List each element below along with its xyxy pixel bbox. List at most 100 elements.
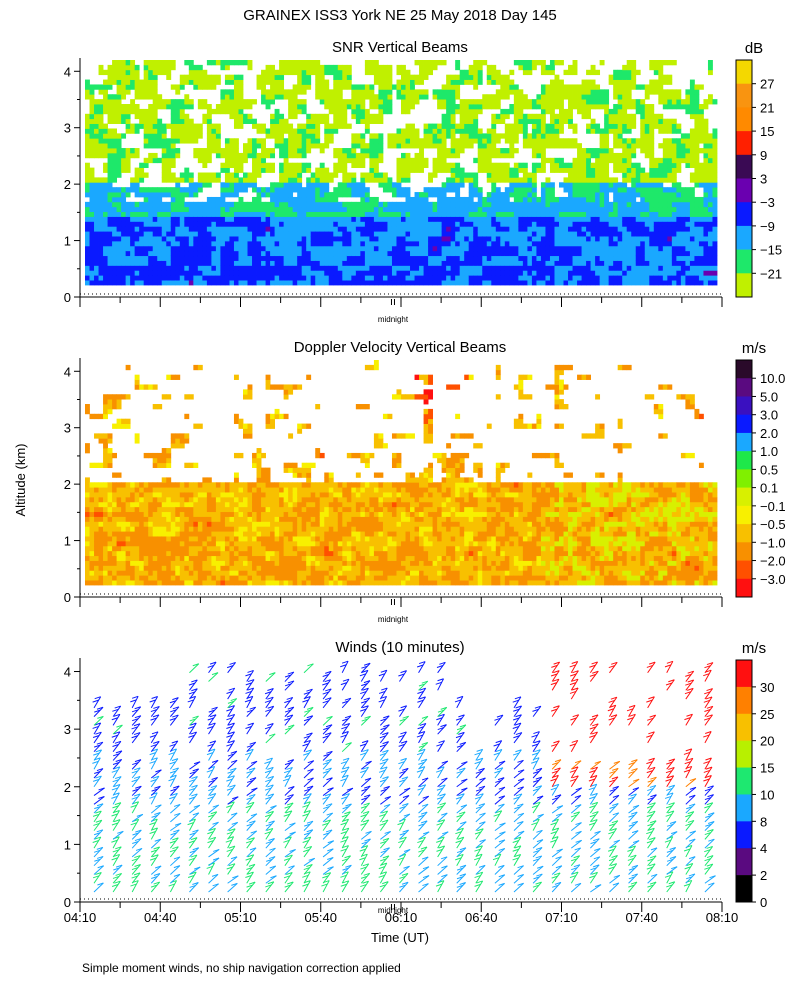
snr-cell xyxy=(608,182,614,188)
snr-cell xyxy=(545,187,551,193)
snr-cell xyxy=(396,260,402,266)
snr-cell xyxy=(658,167,664,173)
snr-cell xyxy=(640,187,646,193)
snr-cell xyxy=(613,196,619,203)
snr-cell xyxy=(193,148,199,154)
snr-cell xyxy=(337,123,343,129)
snr-cell xyxy=(85,94,90,100)
snr-cell xyxy=(256,280,262,286)
snr-cell xyxy=(211,108,217,115)
snr-cell xyxy=(130,206,136,213)
snr-cell xyxy=(464,240,470,247)
snr-cell xyxy=(631,113,637,120)
snr-cell xyxy=(685,187,691,193)
snr-cell xyxy=(270,275,275,281)
snr-cell xyxy=(568,236,573,242)
snr-cell xyxy=(143,74,149,80)
snr-cell xyxy=(540,280,546,286)
snr-cell xyxy=(224,206,230,213)
snr-cell xyxy=(401,201,406,208)
snr-cell xyxy=(288,138,294,144)
snr-cell xyxy=(157,64,163,71)
snr-cell xyxy=(658,64,664,71)
snr-cell xyxy=(188,123,194,129)
snr-cell xyxy=(283,123,289,129)
snr-cell xyxy=(116,118,122,124)
snr-cell xyxy=(197,79,203,85)
snr-cell xyxy=(373,167,379,173)
snr-cell xyxy=(373,104,379,110)
snr-cell xyxy=(175,128,181,134)
snr-cell xyxy=(355,206,361,213)
snr-cell xyxy=(423,240,429,247)
snr-cell xyxy=(640,245,646,252)
snr-cell xyxy=(378,133,384,139)
snr-cell xyxy=(297,69,303,76)
snr-cell xyxy=(640,118,646,124)
snr-cell xyxy=(680,152,686,159)
snr-cell xyxy=(595,182,601,188)
snr-cell xyxy=(274,201,280,208)
snr-cell xyxy=(324,167,330,173)
snr-cell xyxy=(265,152,271,159)
snr-cell xyxy=(464,177,470,183)
snr-cell xyxy=(94,255,99,261)
snr-cell xyxy=(116,74,122,80)
snr-cell xyxy=(635,192,641,198)
snr-cell xyxy=(649,240,655,247)
snr-cell xyxy=(202,221,208,227)
snr-cell xyxy=(698,265,704,271)
snr-cell xyxy=(85,265,90,271)
snr-cell xyxy=(125,167,131,173)
snr-cell xyxy=(297,211,303,217)
snr-cell xyxy=(328,265,334,271)
snr-cell xyxy=(346,260,352,266)
snr-cell xyxy=(261,167,266,173)
snr-cell xyxy=(139,245,145,252)
snr-cell xyxy=(653,260,659,266)
snr-cell xyxy=(410,211,415,217)
snr-cell xyxy=(554,236,560,242)
snr-cell xyxy=(233,138,239,144)
snr-cell xyxy=(342,280,348,286)
snr-cell xyxy=(139,187,145,193)
snr-cell xyxy=(586,104,591,110)
snr-cell xyxy=(590,162,596,169)
snr-cell xyxy=(604,152,610,159)
snr-cell xyxy=(360,226,366,232)
snr-cell xyxy=(179,196,185,203)
snr-cell xyxy=(527,206,533,213)
snr-cell xyxy=(112,133,117,139)
snr-cell xyxy=(504,167,510,173)
snr-cell xyxy=(518,108,524,115)
snr-cell xyxy=(382,187,388,193)
snr-cell xyxy=(509,69,515,76)
snr-cell xyxy=(107,260,113,266)
snr-cell xyxy=(473,60,479,66)
snr-cell xyxy=(179,74,185,80)
snr-cell xyxy=(220,167,226,173)
snr-cell xyxy=(464,255,470,261)
snr-cell xyxy=(644,221,650,227)
snr-cell xyxy=(346,275,352,281)
snr-cell xyxy=(342,84,348,90)
snr-cell xyxy=(455,211,461,217)
snr-cell xyxy=(355,104,361,110)
snr-cell xyxy=(319,265,325,271)
snr-cell xyxy=(116,162,122,169)
snr-cell xyxy=(432,187,438,193)
snr-cell xyxy=(342,123,348,129)
snr-cell xyxy=(229,172,235,178)
snr-cell xyxy=(378,275,384,281)
snr-cell xyxy=(319,64,325,71)
snr-cell xyxy=(297,182,303,188)
snr-cell xyxy=(459,226,465,232)
snr-cell xyxy=(477,152,483,159)
snr-cell xyxy=(152,89,158,95)
snr-cell xyxy=(364,221,370,227)
snr-cell xyxy=(441,231,447,237)
snr-cell xyxy=(197,236,203,242)
snr-cell xyxy=(455,280,461,286)
snr-cell xyxy=(563,240,569,247)
snr-cell xyxy=(319,245,325,252)
